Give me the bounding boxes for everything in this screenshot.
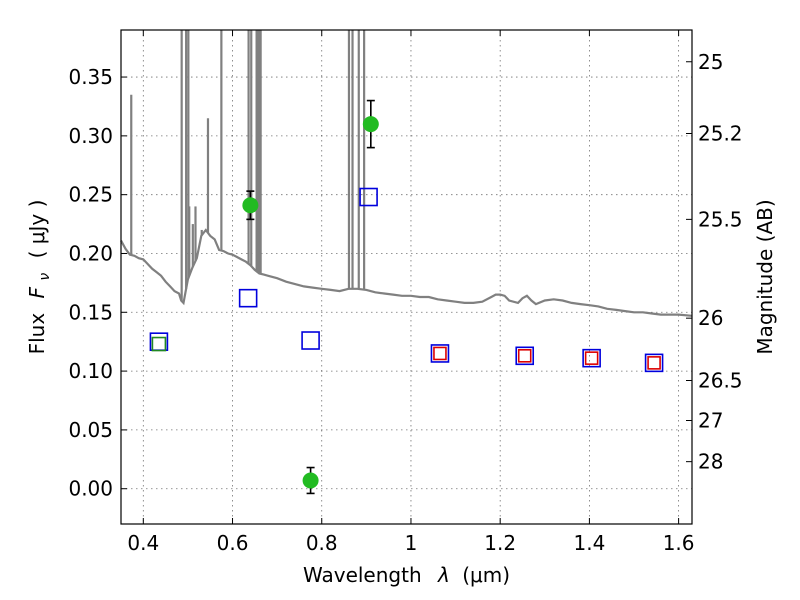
photometry-markers: [149, 99, 664, 495]
y-axis-label: Flux F ν ( μJy ): [25, 200, 54, 355]
y-axis-label-text: Flux: [25, 313, 49, 355]
x-axis-label-text: Wavelength: [303, 563, 422, 587]
y-tick-label: 0.35: [68, 65, 113, 89]
model-flux-square: [430, 344, 450, 363]
x-tick-label: 0.6: [217, 531, 249, 555]
right-tick-label: 26: [698, 306, 723, 330]
model-flux-square-red: [647, 356, 661, 370]
y-tick-label: 0.15: [68, 300, 113, 324]
observed-flux-point: [362, 116, 379, 133]
model-flux-square: [359, 187, 378, 207]
right-tick-label: 27: [698, 408, 723, 432]
y-axis-label-symbol: F: [25, 286, 49, 298]
y-tick-label: 0.10: [68, 359, 113, 383]
observed-flux-point: [242, 197, 259, 214]
y-tick-label: 0.30: [68, 124, 113, 148]
model-continuum-line: [120, 228, 693, 317]
x-tick-label: 1: [405, 531, 418, 555]
x-tick-label: 0.4: [127, 531, 159, 555]
model-flux-square: [515, 346, 535, 366]
x-axis-label-unit: (μm): [462, 563, 510, 587]
observed-flux-point: [302, 472, 319, 489]
y-axis-label-unit: ( μJy ): [25, 200, 49, 259]
model-flux-square-red: [517, 349, 532, 363]
y-tick-label: 0.20: [68, 241, 113, 265]
right-tick-label: 26.5: [698, 369, 743, 393]
right-axis-label: Magnitude (AB): [753, 199, 777, 354]
x-axis-label: Wavelength λ (μm): [303, 563, 510, 587]
model-flux-square-green: [151, 336, 167, 352]
model-flux-square: [301, 331, 320, 350]
model-flux-square: [238, 288, 258, 308]
plot-frame: [120, 29, 693, 525]
grid: [121, 30, 692, 524]
right-tick-label: 28: [698, 450, 723, 474]
x-tick-label: 1.4: [573, 531, 605, 555]
model-flux-square-red: [584, 351, 599, 365]
right-tick-label: 25.5: [698, 207, 743, 231]
y-tick-label: 0.05: [68, 418, 113, 442]
x-tick-label: 1.6: [663, 531, 695, 555]
x-tick-label: 1.2: [484, 531, 516, 555]
x-axis-label-symbol: λ: [437, 563, 450, 587]
right-tick-label: 25: [698, 50, 723, 74]
y-axis-label-subscript: ν: [37, 273, 53, 281]
y-tick-label: 0.00: [68, 477, 113, 501]
ticks: 0.4 0.6 0.8 1 1.2 1.4 1.6 0.00 0.05 0.10 0.15 0.20 0…: [68, 30, 743, 555]
y-tick-label: 0.25: [68, 183, 113, 207]
right-tick-label: 25.2: [698, 122, 743, 146]
model-flux-square: [644, 353, 664, 373]
model-flux-square: [582, 348, 601, 368]
x-tick-label: 0.8: [306, 531, 338, 555]
model-flux-square-red: [433, 346, 447, 361]
model-spectrum: [120, 30, 693, 317]
